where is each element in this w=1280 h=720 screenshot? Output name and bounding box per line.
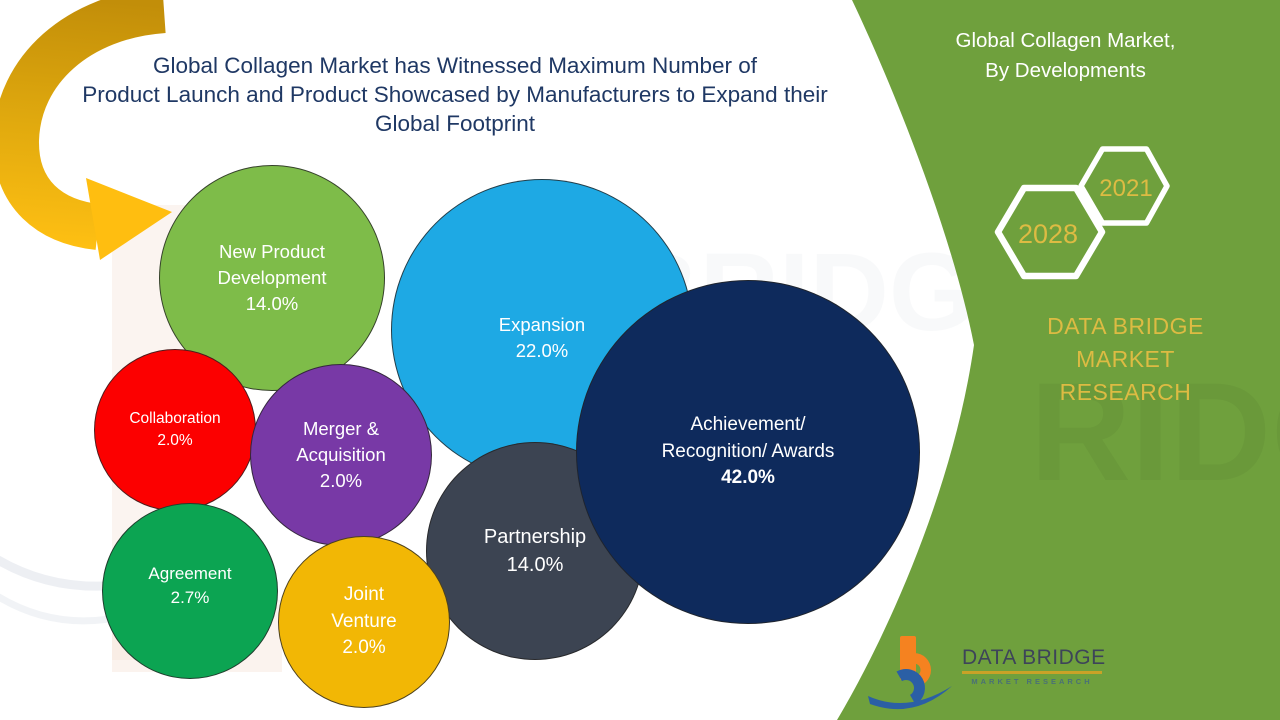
year-2028: 2028 [1018, 219, 1078, 249]
chart-title-line3: Global Footprint [374, 111, 536, 136]
brand-text-line2: RESEARCH [1059, 379, 1192, 405]
brand-text: DATA BRIDGE MARKET RESEARCH [1003, 310, 1248, 409]
brand-text-line1: DATA BRIDGE MARKET [1047, 313, 1204, 372]
bubble-joint-venture: Joint Venture 2.0% [278, 536, 450, 708]
hexagon-2021 [1078, 146, 1170, 226]
curved-arrow [0, 0, 172, 260]
hexagon-2028 [994, 184, 1106, 280]
side-panel-title-line1: Global Collagen Market, [955, 29, 1176, 52]
arrow-head [86, 178, 172, 260]
bubble-agreement: Agreement 2.7% [102, 503, 278, 679]
side-panel-title: Global Collagen Market, By Developments [938, 26, 1193, 86]
chart-title-line1: Global Collagen Market has Witnessed Max… [153, 53, 757, 78]
logo-name: DATA BRIDGE [962, 646, 1106, 669]
watermark-text-right: RIDGE [1030, 353, 1280, 510]
year-hexagons: 2028 2021 [994, 146, 1170, 280]
chart-title-line2: Product Launch and Product Showcased by … [82, 82, 828, 107]
logo-rule [962, 671, 1102, 674]
chart-title: Global Collagen Market has Witnessed Max… [35, 51, 875, 138]
bubble-achievement-recognition-awards: Achievement/Recognition/ Awards 42.0% [576, 280, 920, 624]
bubble-collaboration: Collaboration 2.0% [94, 349, 256, 511]
side-panel-title-line2: By Developments [985, 59, 1146, 82]
data-bridge-logo-mark [868, 636, 952, 710]
bubble-merger-acquisition: Merger & Acquisition 2.0% [250, 364, 432, 546]
side-panel-shape [837, 0, 1280, 720]
year-2021: 2021 [1099, 175, 1152, 202]
logo-subtitle: MARKET RESEARCH [971, 677, 1093, 686]
